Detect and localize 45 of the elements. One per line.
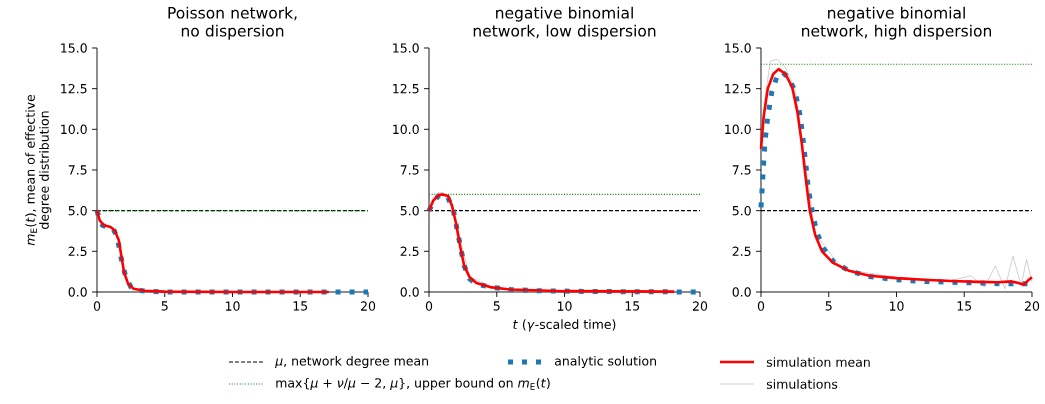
y-tick-label: 2.5 — [400, 246, 419, 257]
x-axis-title: t (γ-scaled time) — [513, 319, 616, 332]
x-tick-label: 15 — [625, 301, 640, 311]
y-tick-label: 5.0 — [400, 205, 419, 216]
x-tick-label: 10 — [889, 301, 904, 311]
y-tick-label: 5.0 — [68, 205, 87, 216]
x-tick-label: 5 — [161, 301, 168, 311]
x-tick-label: 0 — [757, 301, 765, 311]
y-tick-label: 7.5 — [732, 165, 751, 175]
y-tick-label: 2.5 — [68, 246, 87, 257]
y-tick-label: 5.0 — [732, 205, 751, 216]
x-tick-label: 20 — [692, 301, 708, 311]
y-tick-label: 0.0 — [732, 287, 751, 297]
x-tick-label: 5 — [825, 301, 832, 311]
legend-label: simulation mean — [766, 357, 870, 367]
x-tick-label: 5 — [493, 301, 500, 311]
legend-label: simulations — [766, 379, 838, 389]
y-tick-label: 0.0 — [400, 287, 419, 297]
x-tick-label: 0 — [425, 301, 433, 311]
y-tick-label: 15.0 — [61, 43, 87, 53]
x-tick-label: 0 — [93, 301, 101, 311]
y-tick-label: 10.0 — [393, 124, 419, 135]
y-tick-label: 7.5 — [400, 165, 419, 175]
y-tick-label: 12.5 — [61, 83, 87, 94]
legend-label: μ, network degree mean — [275, 355, 428, 369]
y-tick-label: 15.0 — [393, 43, 419, 53]
x-tick-label: 15 — [293, 301, 308, 311]
x-tick-label: 15 — [957, 301, 972, 311]
y-tick-label: 12.5 — [725, 83, 751, 94]
chart-title: negative binomial network, high dispersion — [802, 6, 992, 40]
y-tick-label: 2.5 — [732, 246, 751, 257]
text: max{μ + ν/μ − 2, μ}, upper bound on m$_{E}$(t) — [276, 377, 550, 391]
x-tick-label: 10 — [225, 301, 240, 311]
y-tick-label: 7.5 — [68, 165, 87, 175]
y-tick-label: 12.5 — [393, 83, 419, 94]
y-tick-label: 15.0 — [725, 43, 751, 53]
chart-title: negative binomial network, low dispersion — [473, 6, 656, 40]
x-tick-label: 20 — [360, 301, 376, 311]
y-tick-label: 10.0 — [725, 124, 751, 135]
x-tick-label: 20 — [1024, 301, 1040, 311]
x-tick-label: 10 — [557, 301, 572, 311]
y-tick-label: 10.0 — [61, 124, 87, 135]
y-tick-label: 0.0 — [68, 287, 87, 297]
legend-label: analytic solution — [554, 355, 656, 369]
chart-title: Poisson network, no dispersion — [168, 6, 297, 40]
